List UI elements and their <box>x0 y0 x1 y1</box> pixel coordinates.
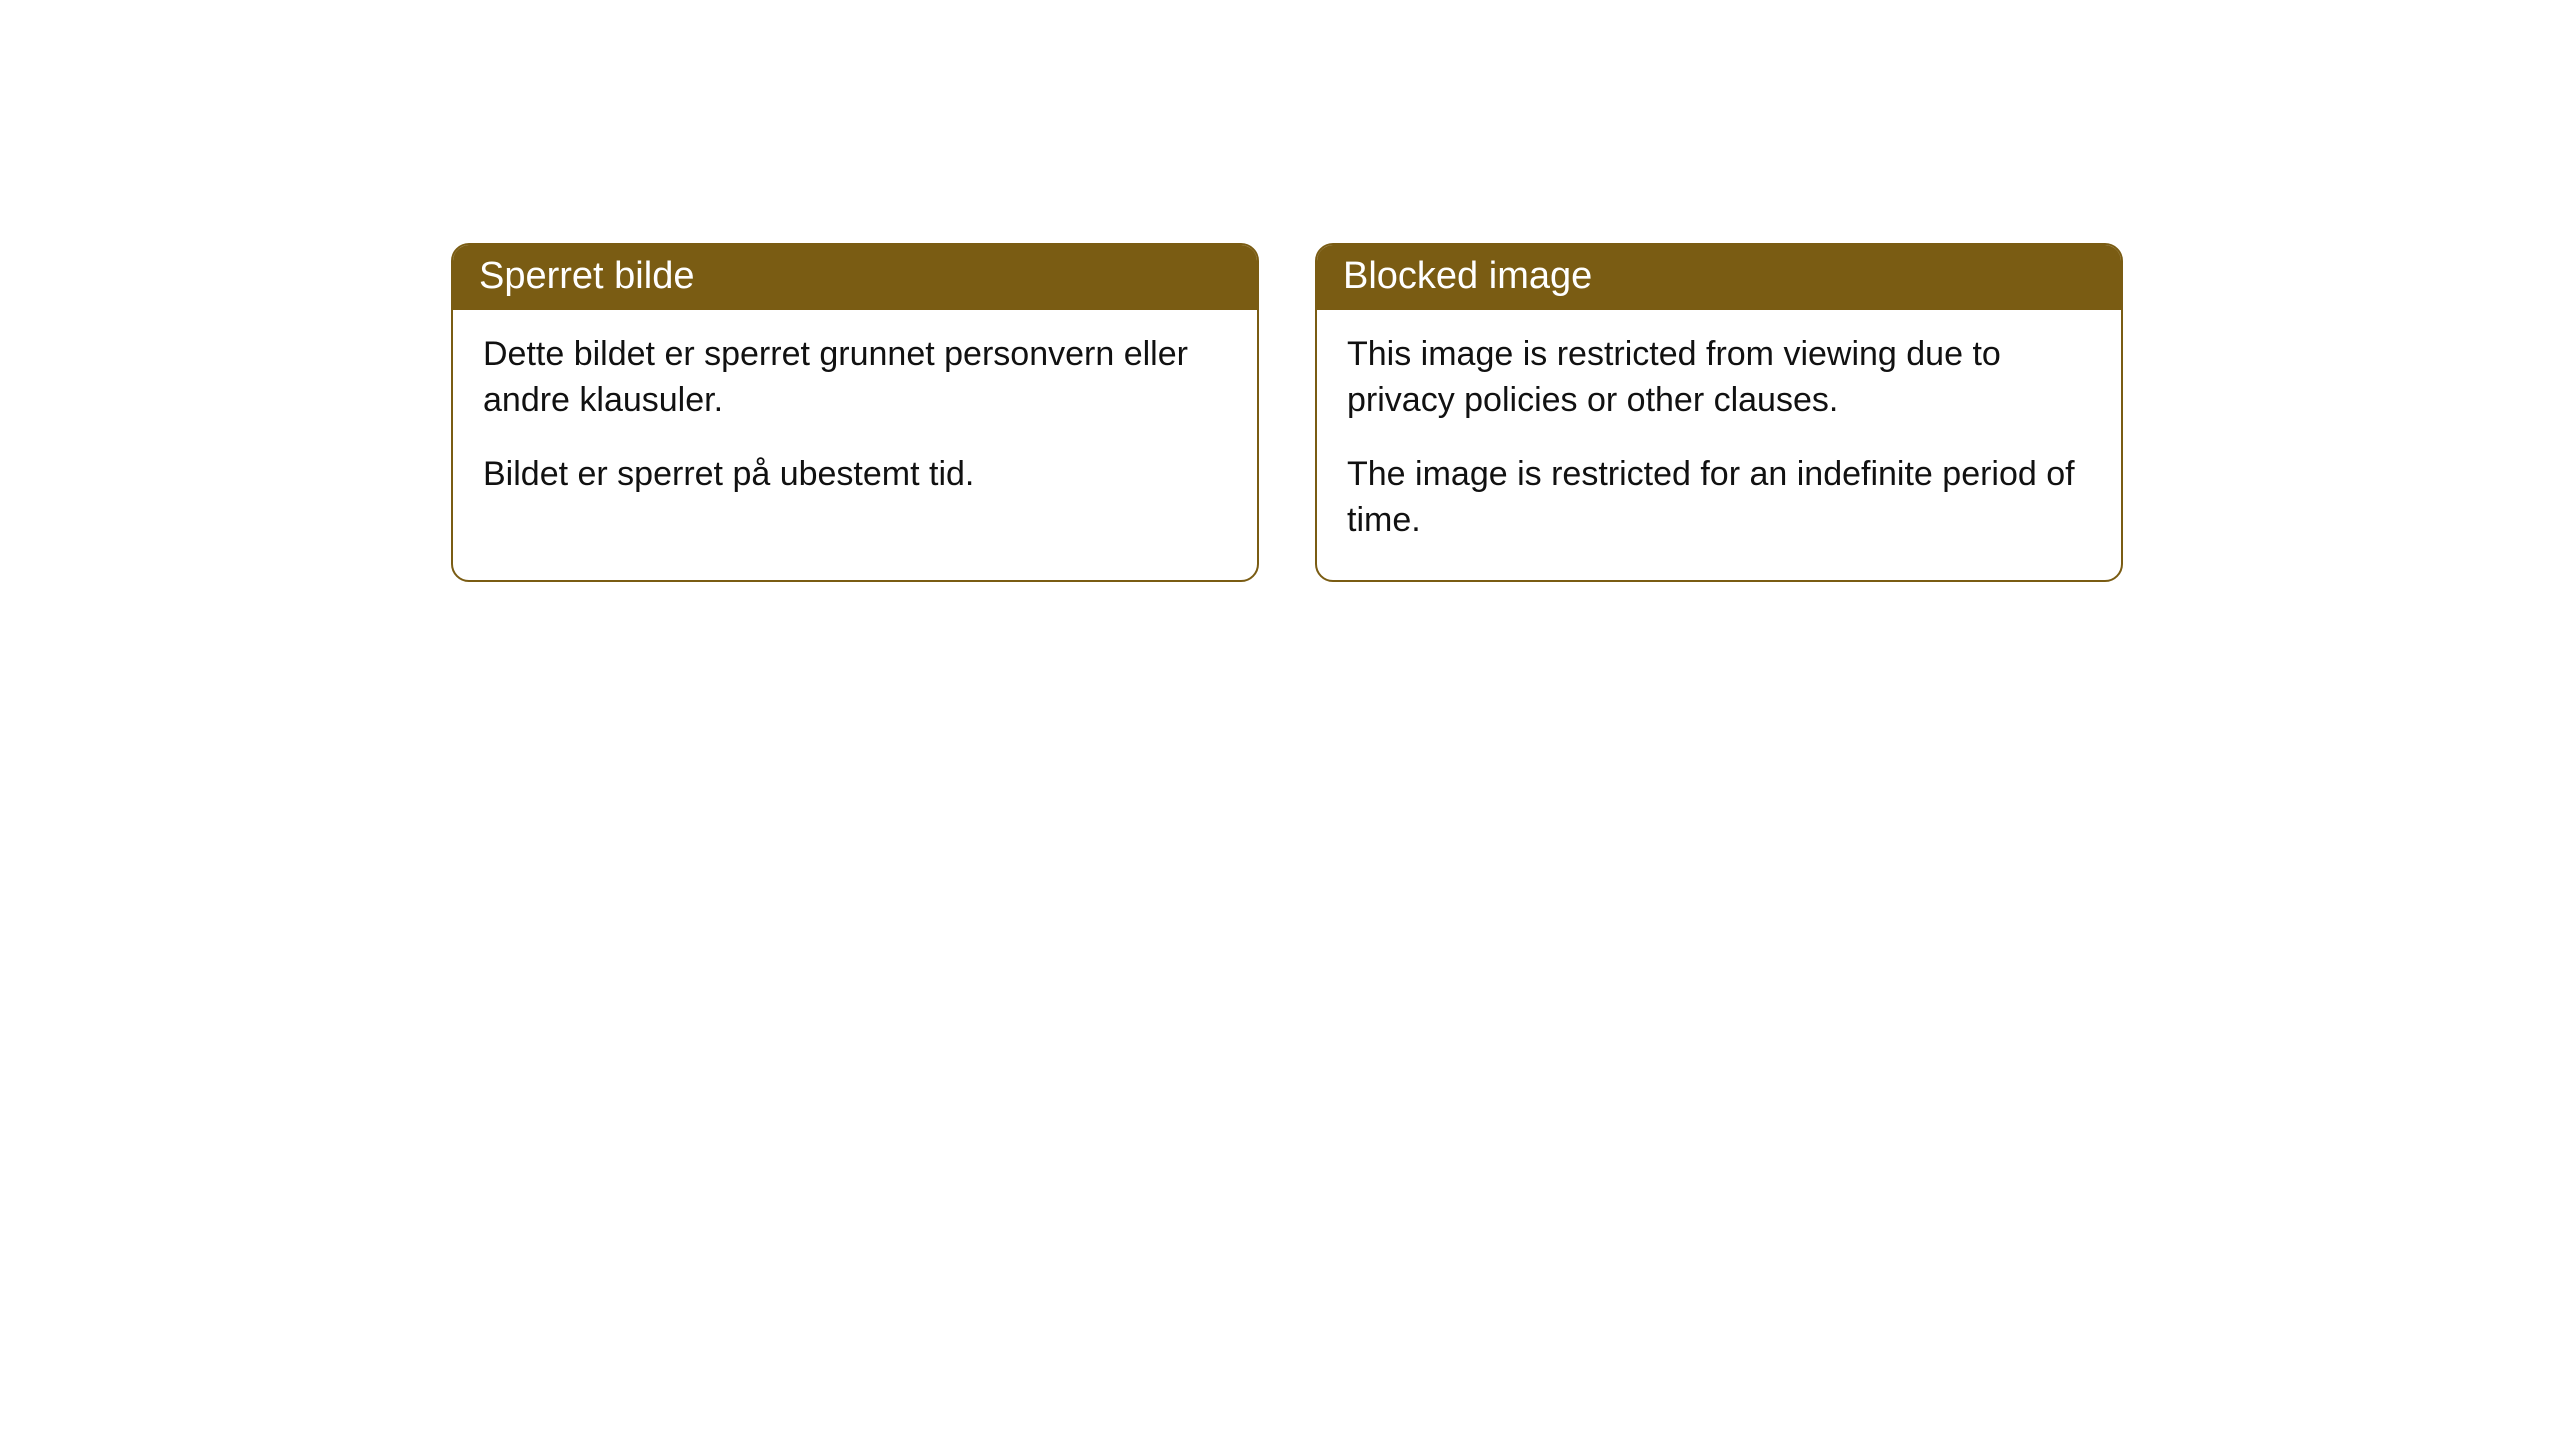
notice-text: Bildet er sperret på ubestemt tid. <box>483 452 1227 498</box>
card-header: Blocked image <box>1317 245 2121 310</box>
notice-card-english: Blocked image This image is restricted f… <box>1315 243 2123 582</box>
notice-text: Dette bildet er sperret grunnet personve… <box>483 332 1227 424</box>
notice-text: The image is restricted for an indefinit… <box>1347 452 2091 544</box>
card-body: Dette bildet er sperret grunnet personve… <box>453 310 1257 534</box>
card-header: Sperret bilde <box>453 245 1257 310</box>
card-body: This image is restricted from viewing du… <box>1317 310 2121 580</box>
notice-text: This image is restricted from viewing du… <box>1347 332 2091 424</box>
notice-container: Sperret bilde Dette bildet er sperret gr… <box>451 243 2123 582</box>
notice-card-norwegian: Sperret bilde Dette bildet er sperret gr… <box>451 243 1259 582</box>
